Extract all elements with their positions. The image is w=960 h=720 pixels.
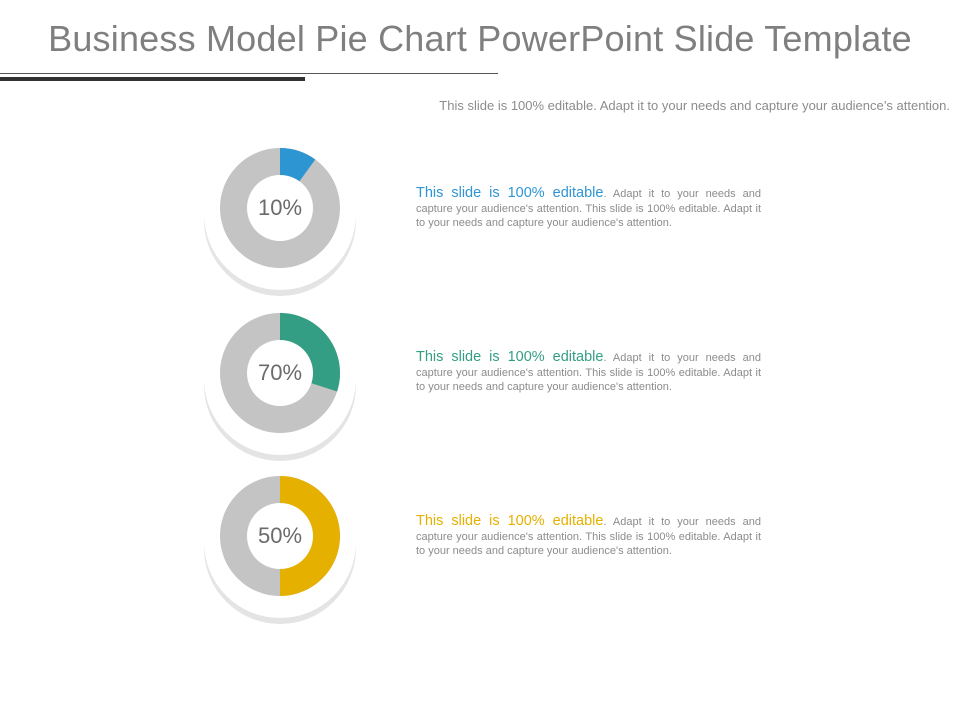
description-2-heading: This slide is 100% editable xyxy=(416,349,604,365)
description-block-1: This slide is 100% editable. Adapt it to… xyxy=(416,186,761,231)
slide-title: Business Model Pie Chart PowerPoint Slid… xyxy=(48,18,912,59)
description-2-body: . Adapt it to your needs and capture you… xyxy=(416,352,761,393)
description-3-body: . Adapt it to your needs and capture you… xyxy=(416,516,761,557)
description-1-heading: This slide is 100% editable xyxy=(416,185,604,201)
donut-3-label: 50% xyxy=(257,523,303,548)
donut-chart-1: 10% xyxy=(200,140,360,300)
title-divider-thick xyxy=(0,77,305,81)
donut-hole-1 xyxy=(247,175,313,241)
donut-svg-1 xyxy=(204,140,356,296)
title-divider-thin xyxy=(0,73,498,74)
donut-1-label: 10% xyxy=(257,195,303,220)
donut-chart-3: 50% xyxy=(200,468,360,628)
donut-svg-3 xyxy=(204,468,356,624)
slide-subtitle: This slide is 100% editable. Adapt it to… xyxy=(439,98,950,113)
description-3-heading: This slide is 100% editable xyxy=(416,513,604,529)
description-block-3: This slide is 100% editable. Adapt it to… xyxy=(416,514,761,559)
donut-hole-3 xyxy=(247,503,313,569)
description-1-body: . Adapt it to your needs and capture you… xyxy=(416,188,761,229)
donut-2-label: 70% xyxy=(257,360,303,385)
donut-svg-2 xyxy=(204,305,356,461)
donut-hole-2 xyxy=(247,340,313,406)
donut-chart-2: 70% xyxy=(200,305,360,465)
description-block-2: This slide is 100% editable. Adapt it to… xyxy=(416,350,761,395)
